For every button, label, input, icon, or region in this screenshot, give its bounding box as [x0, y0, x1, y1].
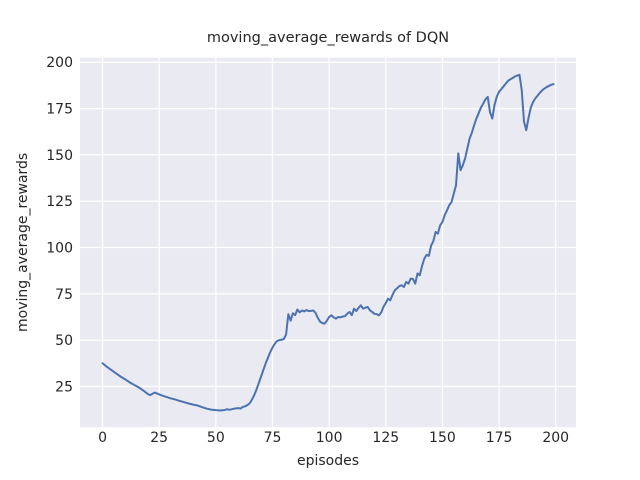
x-tick-label: 200: [542, 430, 569, 446]
gridlines: [80, 57, 576, 428]
x-tick-label: 150: [429, 430, 456, 446]
x-tick-label: 50: [207, 430, 225, 446]
x-tick-label: 125: [372, 430, 399, 446]
reward-line: [101, 73, 555, 412]
x-tick-label: 0: [98, 430, 107, 446]
x-tick-label: 175: [486, 430, 513, 446]
y-tick-label: 125: [46, 194, 73, 210]
y-tick-label: 75: [55, 287, 73, 303]
y-tick-label: 25: [55, 379, 73, 395]
x-tick-label: 25: [150, 430, 168, 446]
y-tick-label: 50: [55, 333, 73, 349]
y-tick-label: 200: [46, 55, 73, 71]
x-tick-label: 100: [316, 430, 343, 446]
y-tick-label: 100: [46, 240, 73, 256]
y-tick-labels: 25 50 75 100 125 150 175 200: [46, 55, 73, 395]
y-tick-label: 175: [46, 102, 73, 118]
y-tick-label: 150: [46, 148, 73, 164]
x-axis-label: episodes: [297, 453, 359, 469]
plot-area: [80, 57, 576, 428]
y-axis-label: moving_average_rewards: [15, 153, 31, 332]
chart-title: moving_average_rewards of DQN: [207, 30, 449, 46]
x-tick-labels: 0 25 50 75 100 125 150 175 200: [98, 430, 569, 446]
x-tick-label: 75: [264, 430, 282, 446]
